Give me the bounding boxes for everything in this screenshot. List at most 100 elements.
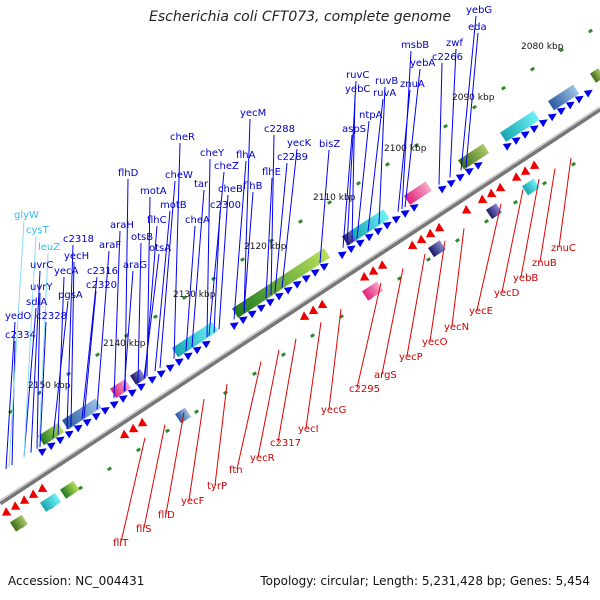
otsA-leader-line: [143, 253, 160, 379]
gene-label-uvrC: uvrC: [30, 260, 53, 271]
genome-summary-text: Topology: circular; Length: 5,231,428 bp…: [260, 574, 590, 588]
track-dot: [484, 218, 489, 224]
genome-backbone-highlight: [0, 106, 600, 502]
track-dot: [530, 66, 535, 72]
cog-category-box: [9, 514, 28, 532]
ntpA-leader-line: [356, 120, 370, 239]
reverse-gene-arrow: [496, 182, 506, 192]
c2317-leader-line: [277, 338, 297, 443]
track-dot: [182, 295, 187, 300]
gene-label-c2334: c2334: [5, 330, 36, 341]
araF-leader-line: [96, 250, 110, 410]
track-dot: [281, 352, 286, 357]
gene-label-motA: motA: [140, 186, 167, 197]
gene-label-znuA: znuA: [400, 79, 425, 90]
forward-gene-arrow: [382, 221, 392, 230]
gene-label-yecH: yecH: [64, 251, 89, 262]
yebG-leader-line: [460, 15, 477, 171]
gene-label-zwf: zwf: [446, 38, 463, 49]
kbp-tick-label: 2140 kbp: [103, 339, 146, 349]
yecI-leader-line: [305, 322, 322, 429]
gene-label-c2289: c2289: [277, 152, 308, 163]
reverse-gene-arrow: [435, 222, 445, 232]
gene-label-flhC: flhC: [147, 215, 167, 226]
forward-gene-arrow: [364, 233, 374, 242]
gene-label-cheA: cheA: [185, 215, 210, 226]
znuB-leader-line: [539, 168, 556, 263]
reverse-gene-arrow: [487, 188, 497, 198]
forward-gene-arrow: [455, 173, 465, 182]
gene-label-msbB: msbB: [401, 40, 429, 51]
gene-label-otsA: otsA: [149, 243, 171, 254]
track-dot: [426, 257, 431, 262]
cheR-leader-line: [173, 142, 181, 359]
genome-backbone: [0, 106, 600, 506]
gene-label-yecM: yecM: [240, 108, 266, 119]
forward-gene-arrow: [502, 142, 512, 151]
flhD-leader-line: [124, 178, 129, 391]
tar-leader-line: [191, 189, 205, 347]
gene-label-glyW: glyW: [14, 210, 39, 221]
forward-gene-arrow: [37, 448, 47, 457]
c2320-leader-line: [83, 290, 97, 418]
gene-label-yecA: yecA: [54, 266, 79, 277]
reverse-gene-arrow: [318, 299, 328, 309]
track-dot: [513, 199, 518, 205]
track-dot: [251, 371, 257, 377]
sdiA-leader-line: [23, 307, 37, 458]
genome-title: Escherichia coli CFT073, complete genome: [149, 9, 451, 25]
track-dot: [239, 257, 245, 262]
cog-category-box: [39, 492, 62, 512]
forward-gene-arrow: [547, 113, 557, 122]
track-dot: [542, 180, 547, 186]
gene-label-yecN: yecN: [444, 322, 469, 333]
araH-leader-line: [113, 230, 121, 399]
kbp-tick-label: 2120 kbp: [244, 242, 287, 252]
yecP-leader-line: [406, 253, 426, 357]
cog-category-box: [548, 84, 580, 111]
reverse-gene-arrow: [426, 228, 436, 238]
yebC-leader-line: [351, 94, 356, 242]
uvrC-leader-line: [30, 270, 41, 453]
forward-gene-arrow: [538, 119, 548, 128]
gene-label-flhB: flhB: [243, 181, 263, 192]
track-dot: [443, 123, 448, 129]
gene-label-uvrY: uvrY: [30, 282, 53, 293]
uvrY-leader-line: [36, 292, 41, 449]
gene-label-yecE: yecE: [469, 306, 493, 317]
gene-label-cheB: cheB: [218, 184, 243, 195]
tyrP-leader-line: [214, 383, 228, 486]
gene-label-bisZ: bisZ: [319, 139, 340, 150]
gene-label-c2320: c2320: [86, 280, 117, 291]
forward-gene-arrow: [400, 209, 410, 218]
forward-gene-arrow: [373, 227, 383, 236]
gene-label-cysT: cysT: [26, 225, 50, 236]
gene-label-tar: tar: [194, 179, 209, 190]
forward-gene-arrow: [301, 274, 311, 283]
cog-category-box: [38, 422, 65, 446]
eda-leader-line: [465, 32, 479, 168]
gene-label-c2295: c2295: [349, 384, 380, 395]
track-dot: [165, 428, 170, 434]
forward-gene-arrow: [183, 352, 193, 361]
gene-label-znuB: znuB: [532, 258, 557, 269]
cog-category-box: [486, 203, 503, 220]
ftn-leader-line: [236, 361, 262, 470]
forward-gene-arrow: [409, 204, 419, 212]
reverse-gene-arrow: [360, 272, 370, 281]
cheY-leader-line: [206, 158, 211, 338]
track-dot: [414, 142, 419, 148]
reverse-gene-arrow: [512, 172, 522, 181]
cog-category-box: [590, 68, 600, 83]
yecK-leader-line: [281, 148, 298, 288]
reverse-gene-arrow: [417, 234, 427, 244]
yecN-leader-line: [451, 228, 465, 327]
cog-category-box: [110, 378, 132, 398]
forward-gene-arrow: [265, 298, 275, 307]
forward-gene-arrow: [446, 179, 456, 188]
ruvA-leader-line: [367, 98, 384, 232]
gene-label-cheW: cheW: [165, 170, 193, 181]
reverse-gene-arrow: [2, 507, 12, 516]
forward-gene-arrow: [310, 269, 320, 277]
